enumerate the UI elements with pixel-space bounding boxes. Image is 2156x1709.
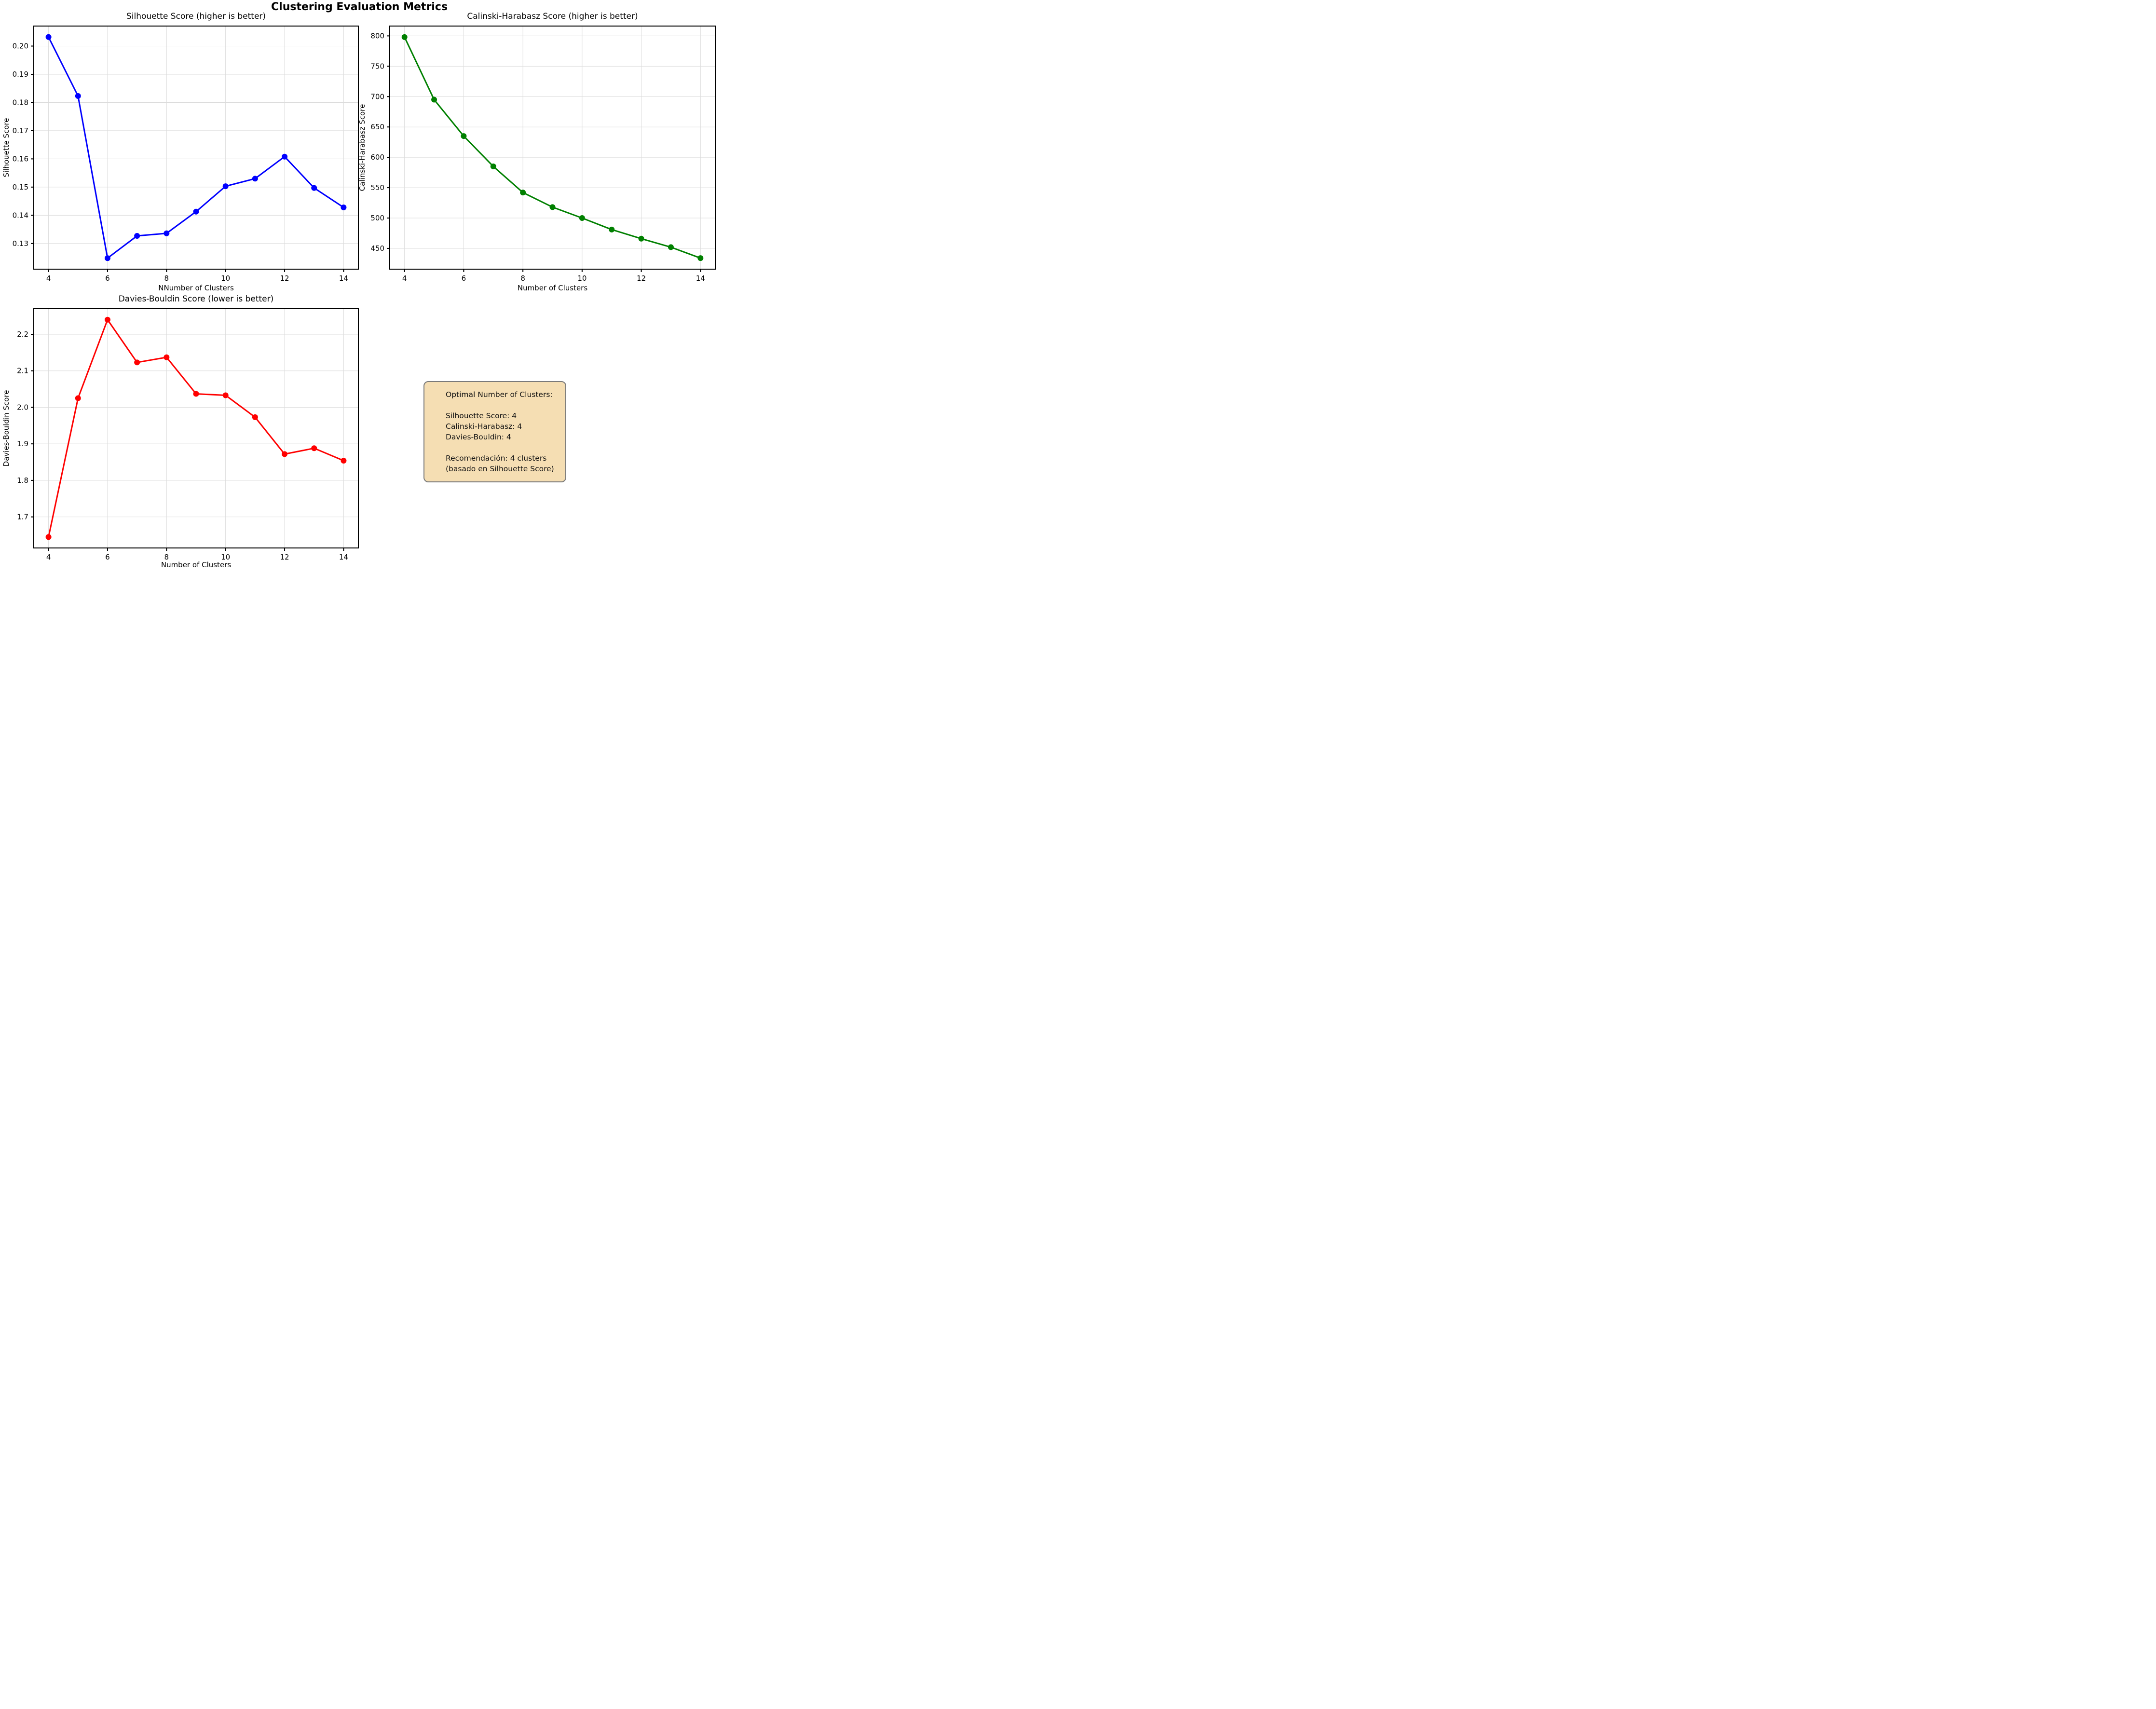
svg-text:8: 8 xyxy=(164,274,169,283)
optimal-clusters-info-box: Optimal Number of Clusters: Silhouette S… xyxy=(423,381,566,482)
svg-text:4: 4 xyxy=(46,553,51,561)
svg-text:800: 800 xyxy=(370,31,384,40)
svg-text:12: 12 xyxy=(280,274,289,283)
svg-text:4: 4 xyxy=(46,274,51,283)
svg-text:10: 10 xyxy=(221,553,230,561)
svg-text:700: 700 xyxy=(370,92,384,101)
svg-text:650: 650 xyxy=(370,123,384,131)
svg-text:0.20: 0.20 xyxy=(13,42,28,51)
svg-text:8: 8 xyxy=(520,274,525,283)
svg-text:Davies-Bouldin Score: Davies-Bouldin Score xyxy=(2,390,11,467)
svg-text:550: 550 xyxy=(370,183,384,192)
svg-text:750: 750 xyxy=(370,62,384,70)
silhouette-plot-area: 4 6 8 10 12 14 0.13 0.14 0.15 0.16 0.17 0.18 0.19 0.2… xyxy=(2,12,359,292)
svg-text:0.13: 0.13 xyxy=(13,239,28,248)
silhouette-chart: 4 6 8 10 12 14 0.13 0.14 0.15 0.16 0.17 0.18 0.19 0.2… xyxy=(2,12,359,292)
svg-text:0.19: 0.19 xyxy=(13,70,28,79)
svg-text:0.18: 0.18 xyxy=(13,98,28,107)
svg-text:0.14: 0.14 xyxy=(13,211,28,219)
info-davies-line: Davies-Bouldin: 4 xyxy=(446,433,511,441)
info-recommendation-basis-line: (basado en Silhouette Score) xyxy=(446,465,554,473)
svg-text:1.8: 1.8 xyxy=(17,476,28,485)
figure-title: Clustering Evaluation Metrics xyxy=(271,1,448,13)
svg-text:1.7: 1.7 xyxy=(17,513,28,521)
svg-text:Silhouette Score: Silhouette Score xyxy=(2,118,11,177)
svg-text:14: 14 xyxy=(339,274,348,283)
svg-text:Number of Clusters: Number of Clusters xyxy=(518,284,587,292)
svg-text:12: 12 xyxy=(280,553,289,561)
info-calinski-line: Calinski-Harabasz: 4 xyxy=(446,422,522,431)
svg-text:600: 600 xyxy=(370,153,384,162)
svg-text:14: 14 xyxy=(696,274,705,283)
svg-text:Number of Clusters: Number of Clusters xyxy=(161,561,231,569)
calinski-harabasz-chart: 4 6 8 10 12 14 450 500 550 600 650 700 750 800 Calinsk… xyxy=(358,12,716,292)
svg-text:10: 10 xyxy=(577,274,587,283)
svg-text:0.17: 0.17 xyxy=(13,126,28,135)
svg-text:Davies-Bouldin Score (lower is: Davies-Bouldin Score (lower is better) xyxy=(119,294,274,304)
davies-bouldin-plot-area: 4 6 8 10 12 14 1.7 1.8 1.9 2.0 2.1 2.2 Davies-Bouldi… xyxy=(2,294,359,569)
svg-text:450: 450 xyxy=(370,244,384,253)
svg-text:10: 10 xyxy=(221,274,230,283)
info-box-spacer xyxy=(446,442,560,453)
svg-text:12: 12 xyxy=(637,274,646,283)
svg-text:6: 6 xyxy=(105,553,110,561)
svg-text:2.0: 2.0 xyxy=(17,403,28,411)
clustering-metrics-figure: Clustering Evaluation Metrics 4 6 8 10 12 14 0… xyxy=(0,0,719,570)
svg-text:0.15: 0.15 xyxy=(13,183,28,191)
svg-text:8: 8 xyxy=(164,553,169,561)
svg-text:Calinski-Harabasz Score: Calinski-Harabasz Score xyxy=(358,104,367,191)
info-silhouette-line: Silhouette Score: 4 xyxy=(446,411,517,420)
svg-text:NNumber of Clusters: NNumber of Clusters xyxy=(158,284,234,292)
calinski-harabasz-plot-area: 4 6 8 10 12 14 450 500 550 600 650 700 750 800 Calinsk… xyxy=(358,12,716,292)
info-box-heading: Optimal Number of Clusters: xyxy=(446,390,553,399)
svg-text:Calinski-Harabasz Score (highe: Calinski-Harabasz Score (higher is bette… xyxy=(467,12,638,21)
svg-text:14: 14 xyxy=(339,553,348,561)
svg-text:4: 4 xyxy=(402,274,407,283)
info-recommendation-line: Recomendación: 4 clusters xyxy=(446,454,547,463)
svg-text:Silhouette Score (higher is be: Silhouette Score (higher is better) xyxy=(126,12,266,21)
davies-bouldin-chart: 4 6 8 10 12 14 1.7 1.8 1.9 2.0 2.1 2.2 Davies-Bouldi… xyxy=(2,294,359,569)
svg-text:0.16: 0.16 xyxy=(13,154,28,163)
info-box-spacer xyxy=(446,400,560,410)
svg-text:2.1: 2.1 xyxy=(17,367,28,375)
svg-text:2.2: 2.2 xyxy=(17,330,28,339)
svg-text:1.9: 1.9 xyxy=(17,439,28,448)
svg-text:6: 6 xyxy=(105,274,110,283)
svg-text:6: 6 xyxy=(462,274,466,283)
svg-text:500: 500 xyxy=(370,214,384,222)
